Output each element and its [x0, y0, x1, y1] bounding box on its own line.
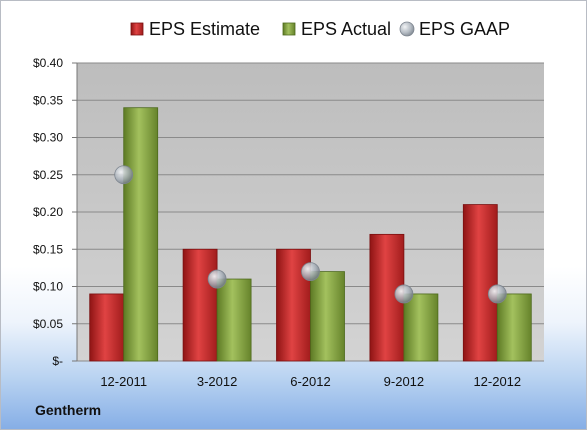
legend-swatch [399, 21, 415, 37]
bar-eps-estimate [462, 204, 498, 362]
x-category-label: 3-2012 [197, 374, 237, 389]
y-tick-label: $- [52, 354, 63, 368]
x-category-label: 6-2012 [290, 374, 330, 389]
y-tick-label: $0.05 [33, 317, 63, 331]
point-eps-gaap [207, 269, 227, 289]
bar-eps-actual [216, 278, 252, 362]
point-eps-gaap [114, 165, 134, 185]
y-tick-label: $0.40 [33, 56, 63, 70]
bar-eps-actual [310, 271, 345, 362]
y-tick-label: $0.35 [33, 93, 63, 107]
x-category-label: 12-2011 [100, 374, 147, 389]
x-category-label: 12-2012 [473, 374, 521, 389]
y-axis: $- $0.05 $0.10 $0.15 $0.20 $0.25 $0.30 $0.35 $0.… [33, 56, 78, 368]
company-name: Gentherm [35, 402, 102, 418]
gaap-points [114, 165, 507, 304]
point-eps-gaap [394, 284, 414, 304]
y-tick-label: $0.10 [33, 280, 63, 294]
legend-label: EPS Actual [301, 19, 391, 39]
point-eps-gaap [301, 262, 320, 282]
bar-eps-actual [123, 107, 159, 362]
y-tick-label: $0.25 [33, 168, 63, 182]
y-tick-label: $0.15 [33, 242, 63, 256]
y-tick-label: $0.20 [33, 205, 63, 219]
bar-eps-estimate [89, 293, 125, 362]
x-axis: 12-2011 3-2012 6-2012 9-2012 12-2012 [100, 374, 521, 389]
bar-eps-actual [496, 293, 532, 362]
bar-eps-estimate [182, 248, 218, 362]
legend-label: EPS GAAP [419, 19, 510, 39]
legend-label: EPS Estimate [149, 19, 260, 39]
legend-swatch [130, 22, 144, 36]
bar-eps-actual [403, 293, 439, 362]
legend: EPS Estimate EPS Actual EPS GAAP [130, 19, 510, 39]
legend-swatch [282, 22, 296, 36]
point-eps-gaap [487, 284, 507, 304]
x-category-label: 9-2012 [384, 374, 424, 389]
y-tick-label: $0.30 [33, 131, 63, 145]
